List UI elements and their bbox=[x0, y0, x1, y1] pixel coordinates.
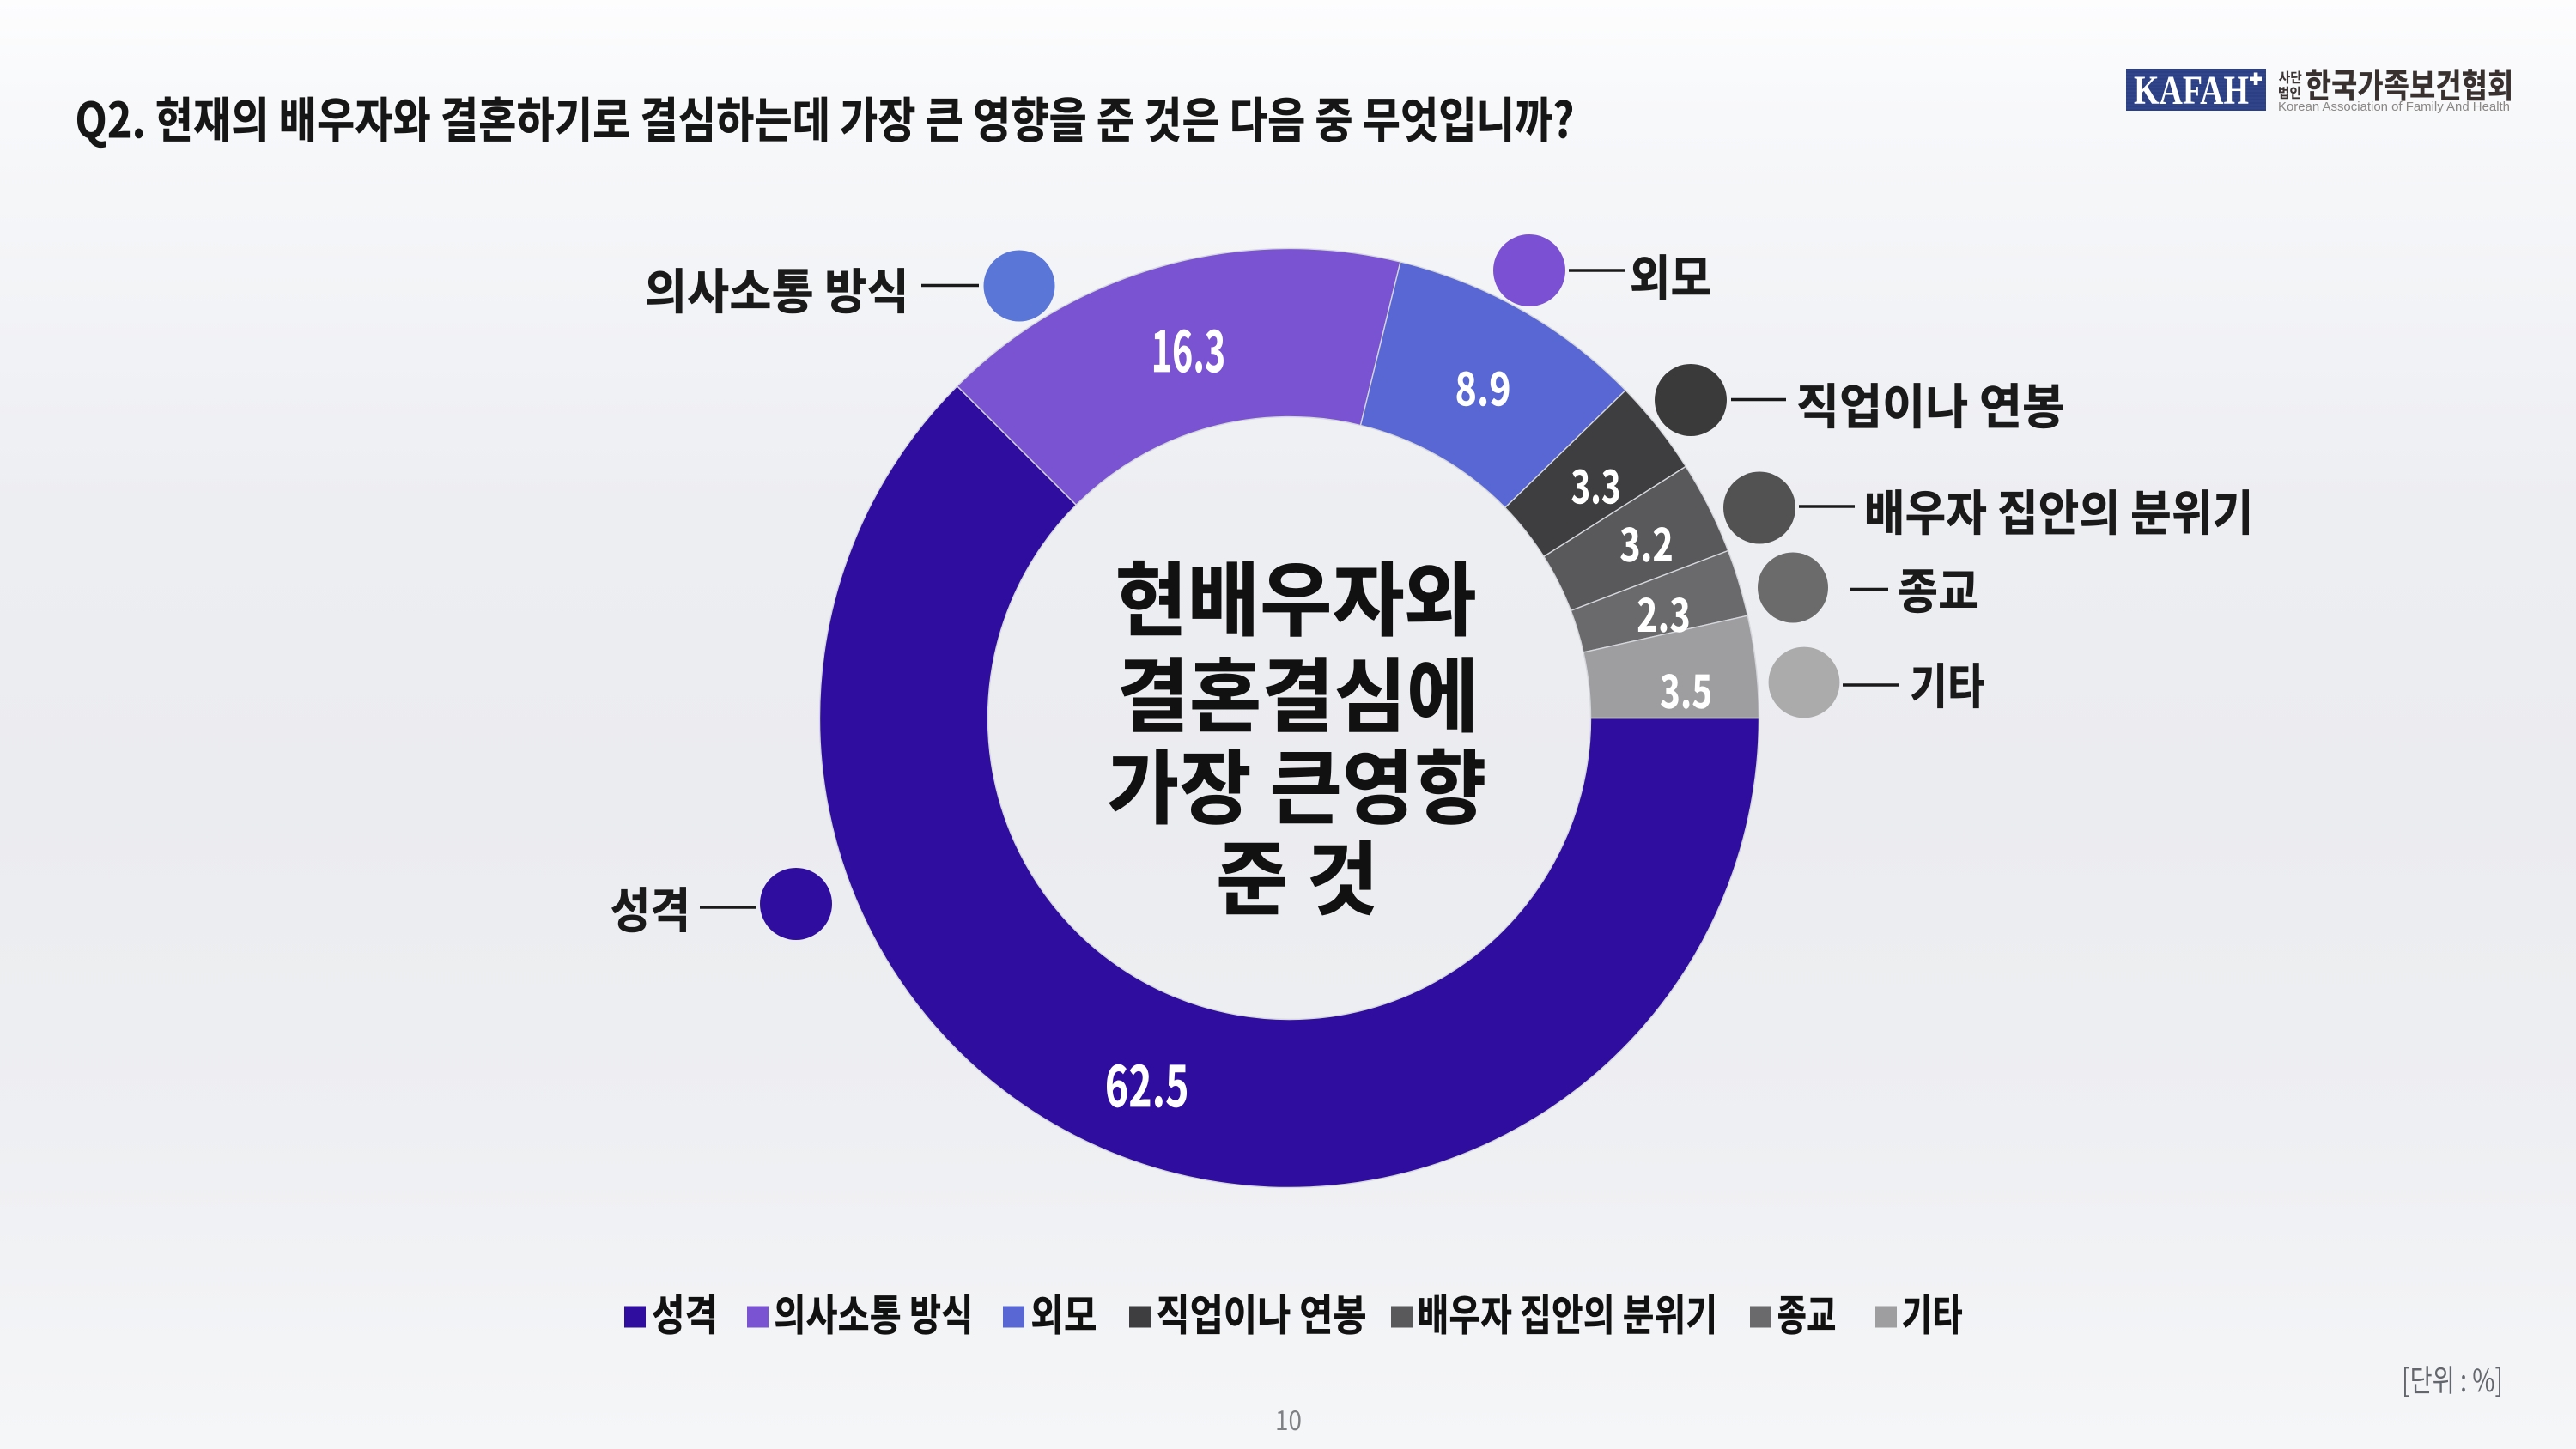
svg-text:KAFAH: KAFAH bbox=[2134, 68, 2249, 113]
svg-text:Korean Association of Family A: Korean Association of Family And Health bbox=[2278, 100, 2510, 114]
